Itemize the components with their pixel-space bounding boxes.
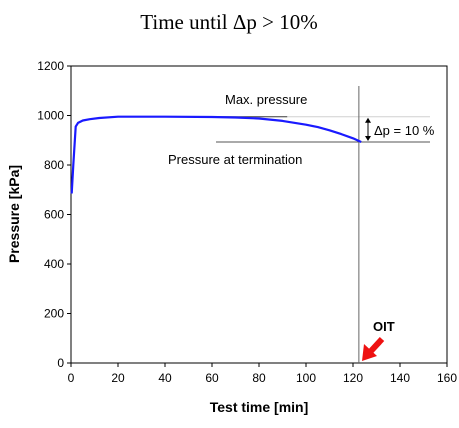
- x-tick-label: 60: [205, 371, 219, 385]
- x-tick-label: 0: [68, 371, 75, 385]
- x-tick-label: 80: [252, 371, 266, 385]
- x-axis-label: Test time [min]: [210, 399, 309, 415]
- oit-arrow-shaft: [368, 336, 385, 354]
- x-tick-label: 140: [390, 371, 410, 385]
- y-ticks: 0 200 400 600 800 1000 1200: [37, 59, 71, 370]
- x-tick-label: 160: [437, 371, 457, 385]
- chart-title: Time until Δp > 10%: [140, 10, 317, 34]
- series-layer: [70, 115, 362, 194]
- y-tick-label: 0: [57, 356, 64, 370]
- y-tick-label: 1000: [37, 109, 64, 123]
- y-tick-label: 400: [44, 257, 64, 271]
- x-tick-label: 120: [343, 371, 363, 385]
- reference-lines: [216, 86, 430, 363]
- oit-arrow-head: [362, 344, 377, 361]
- x-ticks: 0 20 40 60 80 100 120 140 160: [68, 363, 457, 385]
- oit-label: OIT: [373, 319, 395, 334]
- y-tick-label: 200: [44, 307, 64, 321]
- pressure-curve: [70, 115, 362, 194]
- termination-label: Pressure at termination: [168, 152, 302, 167]
- delta-arrow-head-down: [365, 135, 371, 141]
- y-tick-label: 600: [44, 208, 64, 222]
- y-axis-label: Pressure [kPa]: [6, 165, 22, 263]
- y-tick-label: 1200: [37, 59, 64, 73]
- y-tick-label: 800: [44, 158, 64, 172]
- delta-arrow-head-up: [365, 117, 371, 123]
- x-tick-label: 40: [158, 371, 172, 385]
- delta-p-label: Δp = 10 %: [374, 123, 435, 138]
- annotation-marks: [362, 117, 385, 361]
- x-tick-label: 100: [296, 371, 316, 385]
- x-tick-label: 20: [111, 371, 125, 385]
- max-pressure-label: Max. pressure: [225, 92, 307, 107]
